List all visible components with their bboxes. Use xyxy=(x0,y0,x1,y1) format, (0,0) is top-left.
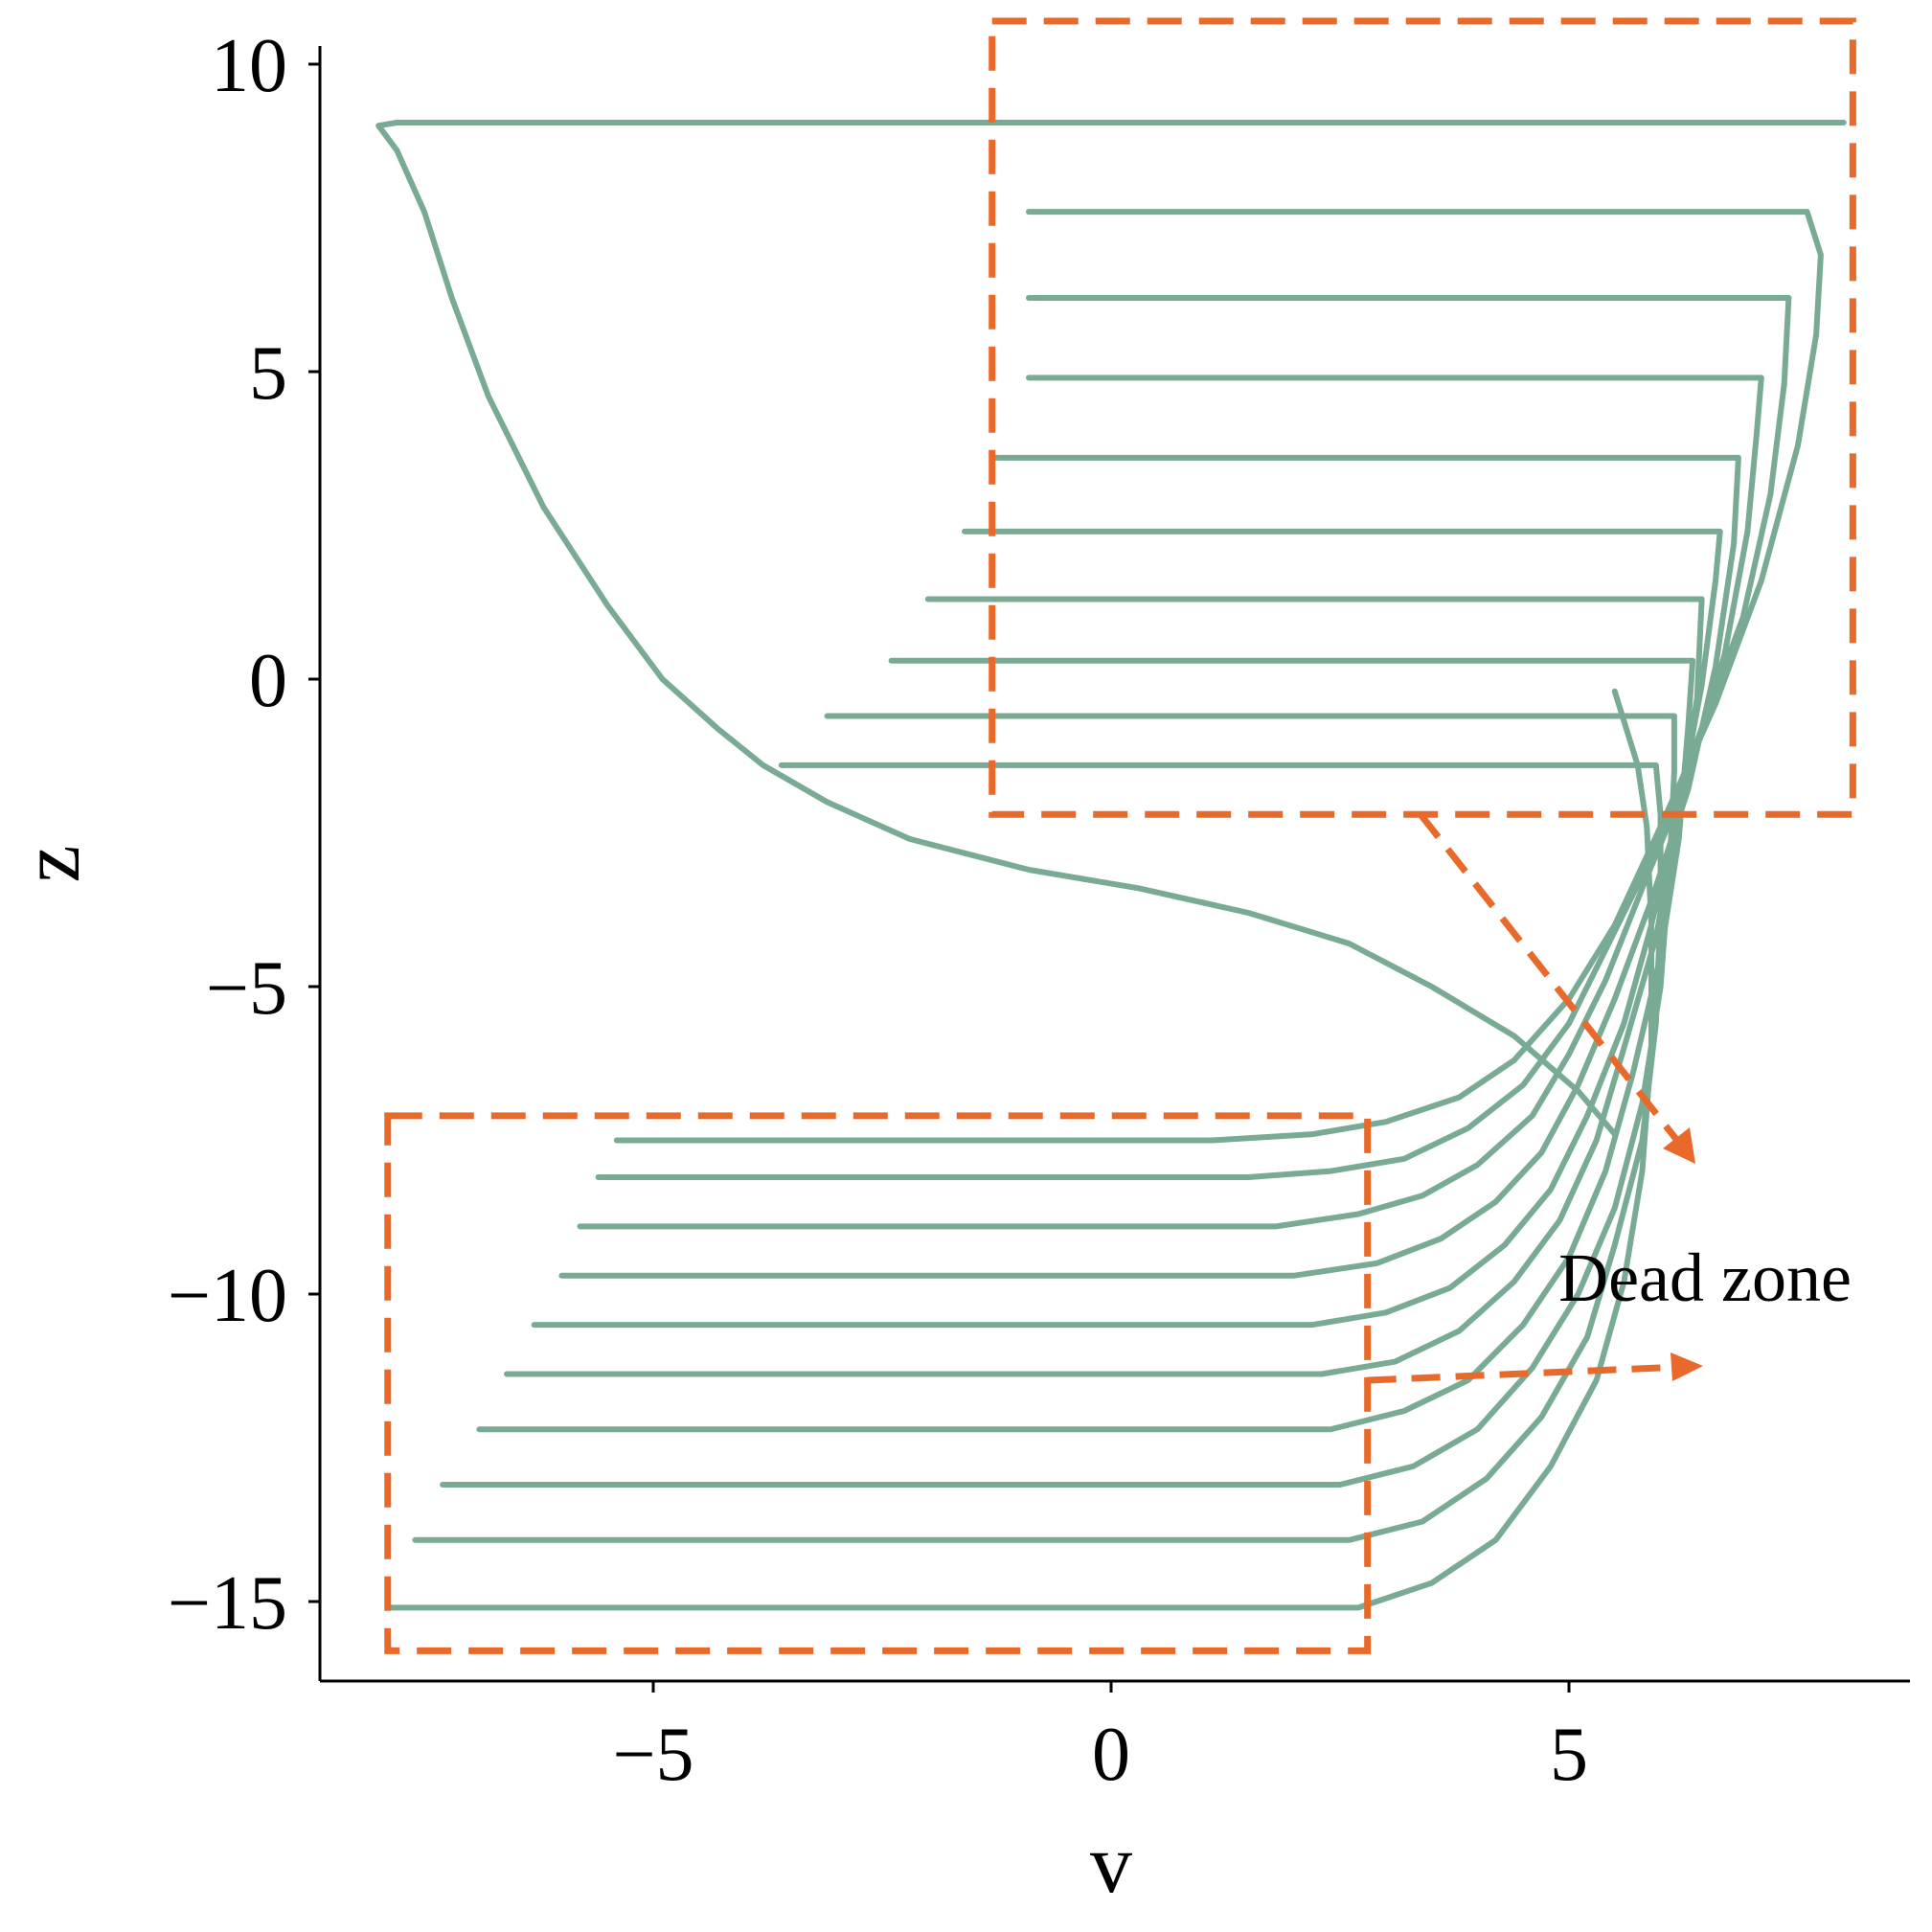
curve-group xyxy=(375,120,1847,1611)
curve-line-2 xyxy=(613,209,1824,1144)
y-tick-label: 5 xyxy=(249,331,287,416)
dead-zone-group xyxy=(384,17,1856,1654)
axes xyxy=(318,46,1910,1683)
x-tick-label: −5 xyxy=(612,1713,693,1797)
dead-zone-arrowhead-2 xyxy=(1671,1352,1703,1381)
y-tick-label: −10 xyxy=(168,1254,287,1338)
y-tick-label: −15 xyxy=(168,1561,287,1646)
y-tick-label: 0 xyxy=(249,639,287,723)
x-axis-label: v xyxy=(1090,1818,1132,1911)
dead-zone-arrow-2 xyxy=(1367,1363,1683,1384)
x-tick-label: 0 xyxy=(1092,1713,1130,1797)
dead-zone-annotation: Dead zone xyxy=(1558,1239,1852,1316)
y-axis-label: z xyxy=(5,845,98,882)
curve-line-3 xyxy=(595,295,1792,1180)
dead-zone-arrowhead-1 xyxy=(1663,1127,1695,1164)
curve-line-7 xyxy=(504,596,1705,1377)
curve-line-11 xyxy=(384,688,1654,1611)
curve-line-6 xyxy=(531,528,1723,1329)
x-ticks: −5 0 5 xyxy=(612,1681,1588,1797)
dead-zone-box-1 xyxy=(989,17,1856,818)
curve-line-1 xyxy=(375,120,1847,1138)
curve-line-10 xyxy=(412,761,1664,1543)
dead-zone-box-2 xyxy=(384,1112,1372,1654)
curve-line-9 xyxy=(440,713,1677,1488)
y-tick-label: 10 xyxy=(211,24,287,108)
curve-line-4 xyxy=(577,375,1764,1230)
dead-zone-arrow-1 xyxy=(1418,812,1685,1149)
y-ticks: 10 5 0 −5 −10 −15 xyxy=(168,24,320,1646)
x-tick-label: 5 xyxy=(1550,1713,1588,1797)
curve-line-8 xyxy=(476,657,1696,1433)
y-tick-label: −5 xyxy=(206,946,287,1031)
curve-line-5 xyxy=(558,454,1741,1279)
